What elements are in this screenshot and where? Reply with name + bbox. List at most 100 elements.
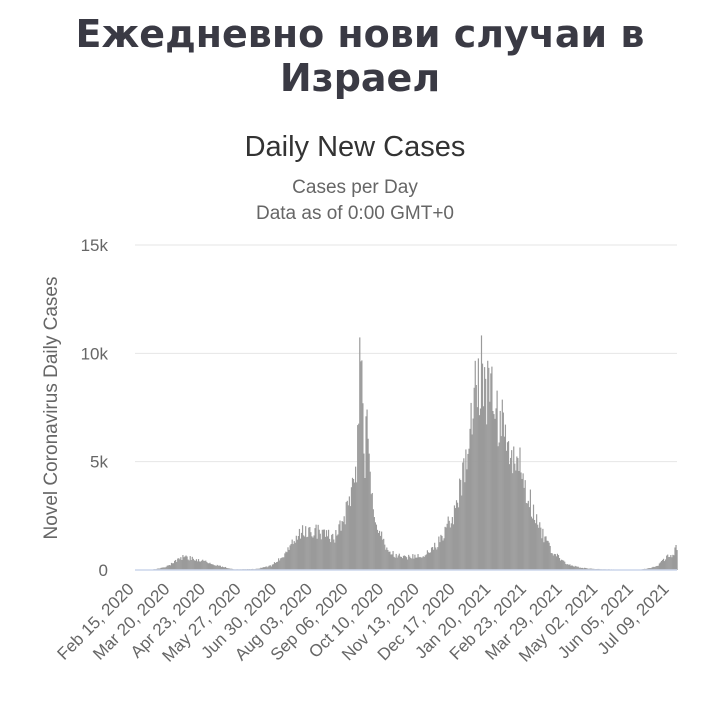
bar [381,531,383,570]
bar [323,529,326,570]
bar [372,509,374,570]
bar [273,562,276,570]
bar [373,517,375,570]
bar [651,567,653,570]
bar [659,562,662,570]
bar [384,544,386,570]
bar [345,502,347,570]
bar [676,550,678,570]
bar [213,565,215,570]
bar [501,399,503,570]
bar [514,463,516,570]
bar [673,555,675,570]
bar [666,555,668,570]
bar [174,560,176,570]
bar [430,547,433,570]
bar [337,534,339,570]
bar [261,568,263,570]
bar [649,568,651,570]
bar [563,560,565,570]
bar [543,542,545,570]
bar [482,406,485,570]
bar [465,449,467,570]
bar [176,562,178,570]
bar [498,442,500,570]
bar [674,547,676,570]
bar [454,508,457,570]
bar [362,403,364,570]
bar [201,560,203,570]
bar [350,487,353,570]
bar [572,565,574,570]
bar [539,522,541,570]
bar [322,529,324,570]
bar [557,555,560,570]
bar [515,470,517,570]
bar [578,567,580,570]
bar [467,453,469,570]
bar [178,558,180,570]
bar [670,555,672,570]
bar [530,516,533,570]
bar [169,565,172,570]
bar [217,565,219,570]
bar [453,505,456,570]
bar [393,556,395,570]
bar [392,551,394,570]
bar [464,482,466,570]
bar [305,526,307,570]
bar [551,553,553,570]
bar [490,373,492,570]
bar [580,567,582,570]
bar [344,524,346,570]
bar [184,556,186,570]
bar [424,555,426,570]
bar [428,552,431,570]
bar [359,337,361,570]
bar [355,466,357,570]
bar [313,535,315,570]
bar [326,536,329,570]
bar [340,530,342,570]
bar [375,524,378,570]
bar [533,519,536,570]
bar [288,549,290,570]
bar [334,542,336,570]
bar [389,551,391,570]
bar [510,457,512,570]
bar [376,529,379,570]
bar [316,538,318,570]
bar [287,547,289,570]
bar [494,418,496,570]
bar [417,554,419,570]
bar [221,566,224,570]
bar [280,558,282,570]
bar [363,453,365,570]
bar [370,494,372,570]
bar [172,563,175,570]
bar [410,557,412,570]
bar [521,478,523,570]
bar [343,516,345,570]
bar [358,423,360,570]
bar [177,558,179,570]
bar [455,500,458,570]
chart-subtitle-line-2: Data as of 0:00 GMT+0 [256,203,454,224]
bar [544,536,546,570]
bar [294,542,296,570]
bar [444,526,446,570]
bar [468,448,470,570]
bar [507,441,510,570]
bar [161,567,163,570]
bar [432,547,434,570]
bar [655,566,657,570]
bar [579,567,581,570]
bar [469,428,471,570]
bar [285,551,287,570]
bar [476,407,478,570]
bar [327,529,330,570]
bar [400,556,402,570]
bar [278,558,280,570]
bar [228,568,230,570]
